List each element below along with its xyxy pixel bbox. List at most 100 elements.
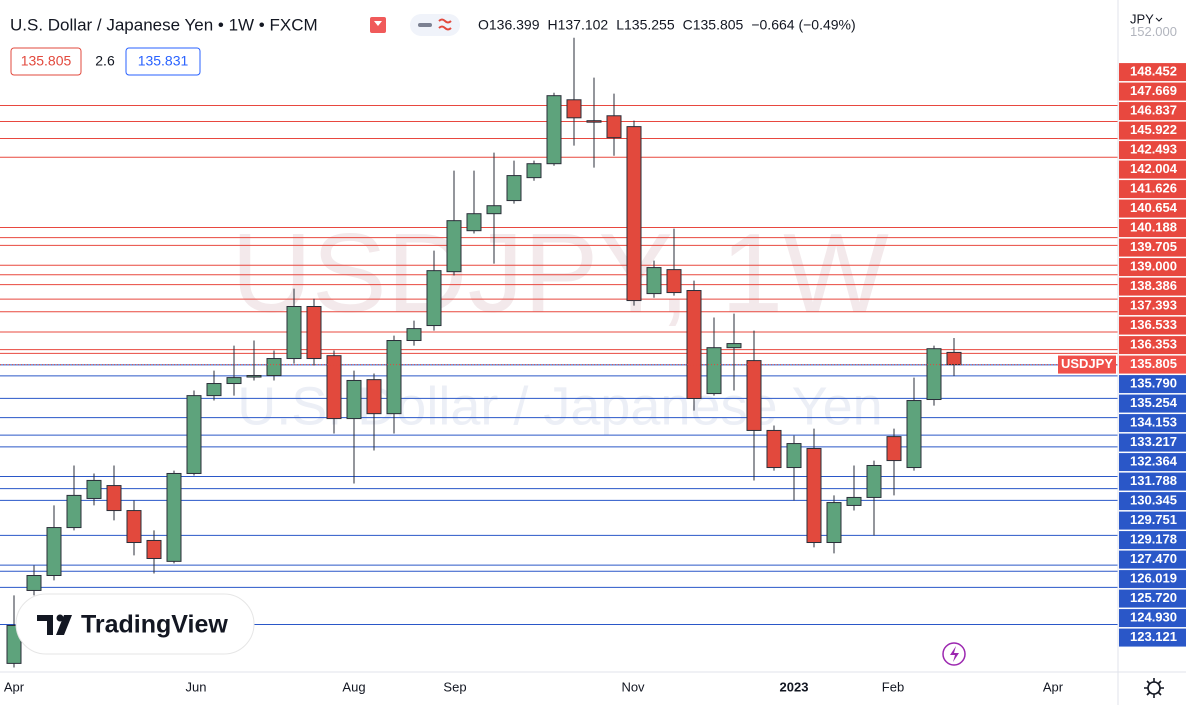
ohlc-legend: O136.399 H137.102 L135.255 C135.805 −0.664 (… bbox=[478, 17, 856, 33]
level-label-bg bbox=[1119, 277, 1186, 296]
candle-body bbox=[86, 479, 102, 499]
candle-body bbox=[266, 358, 282, 377]
x-tick-label: Apr bbox=[4, 679, 25, 694]
candle-body bbox=[866, 464, 882, 498]
candle-body bbox=[686, 290, 702, 399]
logo-mark bbox=[56, 614, 64, 622]
level-label: 131.788 bbox=[1130, 473, 1177, 488]
news-icon-glyph bbox=[950, 646, 959, 662]
level-label: 125.720 bbox=[1130, 590, 1177, 605]
level-label: 148.452 bbox=[1130, 64, 1177, 79]
ohlc-value: −0.664 (−0.49%) bbox=[751, 17, 855, 33]
level-label-bg bbox=[1119, 433, 1186, 452]
x-tick-label: Feb bbox=[882, 679, 904, 694]
level-label: 141.626 bbox=[1130, 181, 1177, 196]
level-label: 134.153 bbox=[1130, 415, 1177, 430]
candle-body bbox=[246, 375, 262, 378]
level-label-bg bbox=[1119, 511, 1186, 530]
level-label: 146.837 bbox=[1130, 103, 1177, 118]
level-label-bg bbox=[1119, 453, 1186, 472]
level-label: 127.470 bbox=[1130, 551, 1177, 566]
level-label-bg bbox=[1119, 82, 1186, 101]
level-label-bg bbox=[1119, 472, 1186, 491]
level-label-bg bbox=[1119, 550, 1186, 569]
logo-badge[interactable] bbox=[15, 593, 255, 655]
currency-label[interactable]: JPY bbox=[1130, 11, 1154, 26]
last-price-bg bbox=[1119, 355, 1186, 374]
candle-body bbox=[326, 355, 342, 420]
candle-body bbox=[306, 305, 322, 360]
level-label-bg bbox=[1119, 199, 1186, 218]
candle-body bbox=[526, 163, 542, 179]
level-label: 123.121 bbox=[1130, 629, 1177, 644]
candle-body bbox=[26, 575, 42, 591]
level-label: 145.922 bbox=[1130, 122, 1177, 137]
logo-text: TradingView bbox=[81, 611, 228, 639]
logo-mark bbox=[37, 615, 72, 635]
level-label: 132.364 bbox=[1130, 454, 1178, 469]
ohlc-value: H137.102 bbox=[548, 17, 609, 33]
level-label-bg bbox=[1119, 492, 1186, 511]
candle-body bbox=[806, 447, 822, 544]
level-label: 138.386 bbox=[1130, 278, 1177, 293]
candle-body bbox=[946, 351, 962, 366]
level-label-bg bbox=[1119, 102, 1186, 121]
level-label-bg bbox=[1119, 628, 1186, 647]
candle-body bbox=[566, 99, 582, 119]
ohlc-value: O136.399 bbox=[478, 17, 540, 33]
candle-body bbox=[346, 379, 362, 420]
level-label-bg bbox=[1119, 570, 1186, 589]
gear bbox=[1144, 678, 1164, 698]
level-label-bg bbox=[1119, 297, 1186, 316]
bid-box[interactable] bbox=[10, 47, 82, 76]
dropdown-icon bbox=[1155, 17, 1163, 22]
candle-body bbox=[426, 270, 442, 327]
candle-body bbox=[746, 360, 762, 431]
level-label: 135.790 bbox=[1130, 376, 1177, 391]
level-label-bg bbox=[1119, 375, 1186, 394]
level-label: 139.705 bbox=[1130, 239, 1177, 254]
candle-body bbox=[906, 400, 922, 469]
level-label: 136.533 bbox=[1130, 317, 1177, 332]
candle-body bbox=[706, 347, 722, 395]
candle-body bbox=[126, 510, 142, 544]
level-label-bg bbox=[1119, 316, 1186, 335]
candle-body bbox=[886, 436, 902, 462]
level-label-bg bbox=[1119, 121, 1186, 140]
candle-body bbox=[726, 343, 742, 349]
level-label: 135.254 bbox=[1130, 395, 1178, 410]
last-price-label: 135.805 bbox=[1130, 356, 1177, 371]
candle-body bbox=[206, 383, 222, 397]
level-label: 130.345 bbox=[1130, 493, 1177, 508]
candle-body bbox=[546, 95, 562, 165]
candle-body bbox=[506, 175, 522, 202]
ohlc-value: L135.255 bbox=[616, 17, 675, 33]
candle-body bbox=[786, 443, 802, 469]
candle-body bbox=[846, 496, 862, 506]
settings-icon[interactable] bbox=[1144, 678, 1164, 698]
candle-body bbox=[106, 485, 122, 512]
level-label: 142.004 bbox=[1130, 161, 1178, 176]
candle-body bbox=[646, 267, 662, 295]
candle-body bbox=[146, 539, 162, 559]
toggle-icon bbox=[438, 18, 452, 31]
indicator-toggle[interactable] bbox=[410, 14, 460, 36]
level-label: 124.930 bbox=[1130, 610, 1177, 625]
candle-body bbox=[446, 220, 462, 273]
level-label-bg bbox=[1119, 531, 1186, 550]
candle-body bbox=[166, 472, 182, 562]
candle-body bbox=[186, 395, 202, 474]
level-label-bg bbox=[1119, 180, 1186, 199]
ask-box[interactable] bbox=[125, 47, 201, 76]
y-tick-label: 152.000 bbox=[1130, 24, 1177, 39]
level-label-bg bbox=[1119, 414, 1186, 433]
candle-body bbox=[626, 126, 642, 302]
candle-body bbox=[666, 269, 682, 294]
level-label-bg bbox=[1119, 219, 1186, 238]
level-label-bg bbox=[1119, 589, 1186, 608]
level-label-bg bbox=[1119, 238, 1186, 257]
candle-body bbox=[926, 348, 942, 401]
level-label: 137.393 bbox=[1130, 298, 1177, 313]
